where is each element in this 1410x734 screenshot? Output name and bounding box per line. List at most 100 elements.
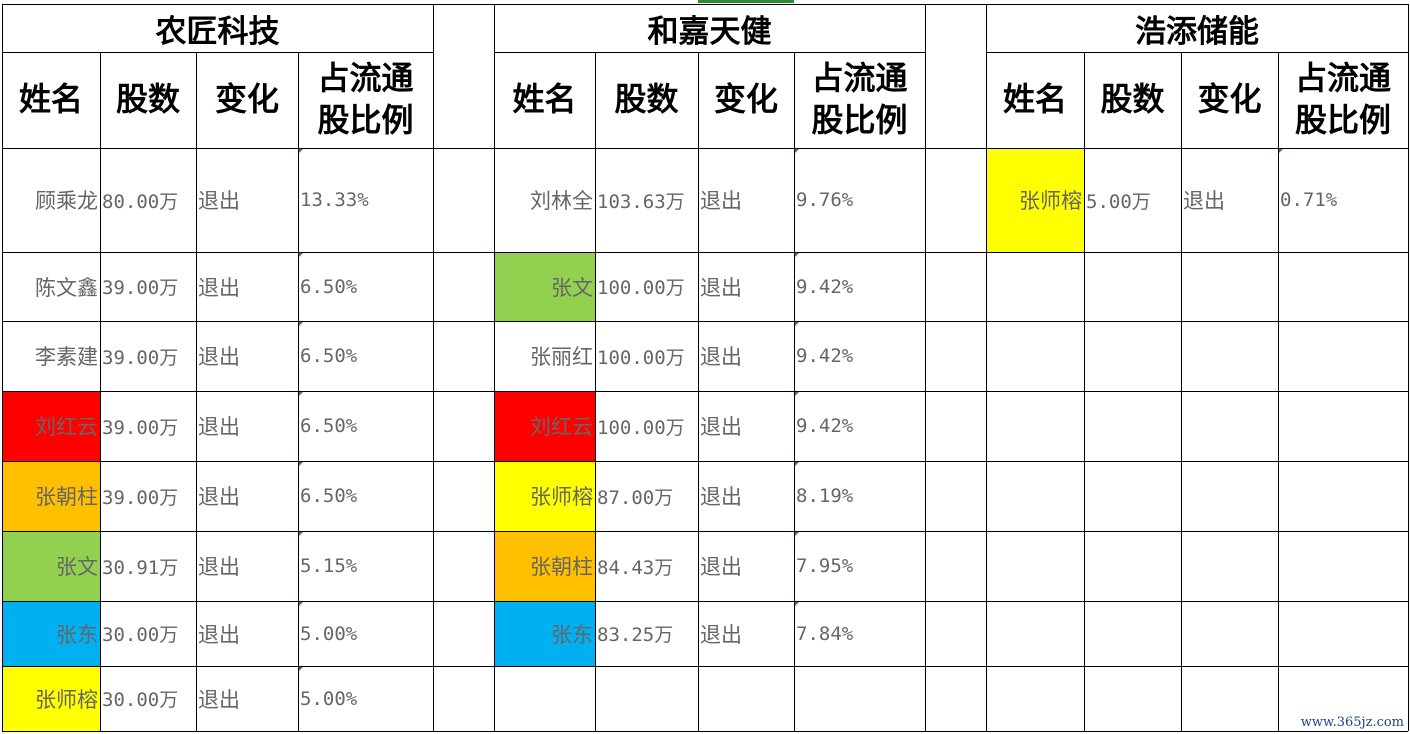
grid-line (2, 461, 1408, 462)
column-header[interactable]: 姓名 (512, 80, 577, 119)
float-ratio[interactable]: 6.50% (300, 485, 358, 507)
change-status[interactable]: 退出 (700, 189, 742, 213)
share-count[interactable]: 84.43万 (597, 556, 674, 579)
cell-comment-marker (299, 667, 303, 671)
section-title[interactable]: 农匠科技 (155, 13, 280, 50)
holder-name[interactable]: 刘红云 (2, 391, 100, 461)
cell-comment-marker (795, 462, 799, 466)
holder-name[interactable]: 刘林全 (530, 189, 593, 213)
grid-line (100, 52, 101, 731)
float-ratio[interactable]: 5.15% (300, 555, 358, 577)
holder-name[interactable]: 李素建 (35, 345, 98, 369)
grid-line (2, 4, 3, 731)
change-status[interactable]: 退出 (198, 345, 240, 369)
float-ratio[interactable]: 9.42% (796, 415, 854, 437)
share-count[interactable]: 39.00万 (102, 416, 179, 439)
holder-name[interactable]: 刘红云 (494, 391, 595, 461)
cell-comment-marker (1279, 149, 1283, 153)
grid-line (196, 52, 197, 731)
holder-name[interactable]: 张师榕 (494, 461, 595, 531)
holder-name[interactable]: 张东 (2, 601, 100, 666)
float-ratio[interactable]: 7.84% (796, 622, 854, 645)
float-ratio[interactable]: 0.71% (1280, 189, 1338, 211)
float-ratio[interactable]: 13.33% (300, 189, 369, 211)
share-count[interactable]: 100.00万 (597, 346, 685, 369)
change-status[interactable]: 退出 (700, 415, 742, 439)
holder-name[interactable]: 张文 (2, 531, 100, 601)
grid-line (2, 148, 1408, 149)
change-status[interactable]: 退出 (700, 485, 742, 509)
change-status[interactable]: 退出 (1183, 189, 1225, 213)
column-header[interactable]: 变化 (713, 80, 778, 119)
share-count[interactable]: 103.63万 (597, 190, 685, 213)
float-ratio[interactable]: 7.95% (796, 555, 854, 577)
share-count[interactable]: 100.00万 (597, 416, 685, 439)
share-count[interactable]: 39.00万 (102, 277, 179, 299)
change-status[interactable]: 退出 (198, 189, 240, 213)
share-count[interactable]: 100.00万 (597, 277, 685, 299)
column-header[interactable]: 占流通股比例 (317, 59, 414, 139)
float-ratio[interactable]: 6.50% (300, 275, 358, 298)
grid-line (494, 52, 925, 53)
change-status[interactable]: 退出 (198, 555, 240, 579)
float-ratio[interactable]: 5.00% (300, 622, 358, 645)
column-header[interactable]: 姓名 (1002, 80, 1067, 119)
float-ratio[interactable]: 6.50% (300, 345, 358, 367)
change-status[interactable]: 退出 (700, 622, 742, 647)
cell-comment-marker (795, 253, 799, 257)
cell-comment-marker (299, 149, 303, 153)
grid-line (2, 252, 1408, 253)
column-header[interactable]: 股数 (1100, 80, 1165, 119)
share-count[interactable]: 39.00万 (102, 486, 179, 509)
cell-comment-marker (795, 532, 799, 536)
change-status[interactable]: 退出 (198, 687, 240, 712)
change-status[interactable]: 退出 (198, 622, 240, 647)
share-count[interactable]: 87.00万 (597, 486, 674, 509)
watermark: www.365jz.com (1300, 715, 1404, 730)
change-status[interactable]: 退出 (198, 485, 240, 509)
share-count[interactable]: 5.00万 (1086, 190, 1151, 213)
share-count[interactable]: 39.00万 (102, 346, 179, 369)
holder-name[interactable]: 张朝柱 (494, 531, 595, 601)
column-header[interactable]: 股数 (115, 80, 180, 119)
cell-comment-marker (299, 392, 303, 396)
holder-name[interactable]: 张师榕 (986, 148, 1084, 252)
column-header[interactable]: 变化 (214, 80, 279, 119)
column-header[interactable]: 姓名 (18, 80, 83, 119)
column-header[interactable]: 占流通股比例 (811, 59, 908, 139)
grid-line (595, 52, 596, 731)
change-status[interactable]: 退出 (700, 555, 742, 579)
float-ratio[interactable]: 9.42% (796, 275, 854, 298)
float-ratio[interactable]: 5.00% (300, 687, 358, 710)
column-header[interactable]: 占流通股比例 (1294, 59, 1391, 139)
change-status[interactable]: 退出 (700, 275, 742, 300)
holder-name[interactable]: 张东 (494, 601, 595, 666)
cell-comment-marker (299, 462, 303, 466)
grid-line (494, 4, 495, 731)
grid-line (794, 52, 795, 731)
section-title[interactable]: 浩添储能 (1135, 13, 1259, 50)
share-count[interactable]: 30.00万 (102, 624, 179, 646)
holder-name[interactable]: 张丽红 (530, 345, 593, 369)
holder-name[interactable]: 张师榕 (2, 666, 100, 731)
cell-comment-marker (299, 253, 303, 257)
section-title[interactable]: 和嘉天健 (647, 13, 772, 50)
float-ratio[interactable]: 9.76% (796, 189, 854, 211)
float-ratio[interactable]: 6.50% (300, 415, 358, 437)
holder-name[interactable]: 张文 (494, 252, 595, 321)
column-header[interactable]: 变化 (1197, 80, 1262, 119)
holder-name[interactable]: 张朝柱 (2, 461, 100, 531)
share-count[interactable]: 83.25万 (597, 624, 674, 646)
share-count[interactable]: 80.00万 (102, 190, 179, 213)
change-status[interactable]: 退出 (198, 275, 240, 300)
share-count[interactable]: 30.00万 (102, 689, 179, 711)
holder-name[interactable]: 顾乘龙 (35, 189, 98, 213)
cell-comment-marker (299, 532, 303, 536)
change-status[interactable]: 退出 (198, 415, 240, 439)
column-header[interactable]: 股数 (614, 80, 679, 119)
change-status[interactable]: 退出 (700, 345, 742, 369)
holder-name[interactable]: 陈文鑫 (35, 275, 98, 300)
float-ratio[interactable]: 8.19% (796, 485, 854, 507)
float-ratio[interactable]: 9.42% (796, 345, 854, 367)
share-count[interactable]: 30.91万 (102, 556, 179, 579)
